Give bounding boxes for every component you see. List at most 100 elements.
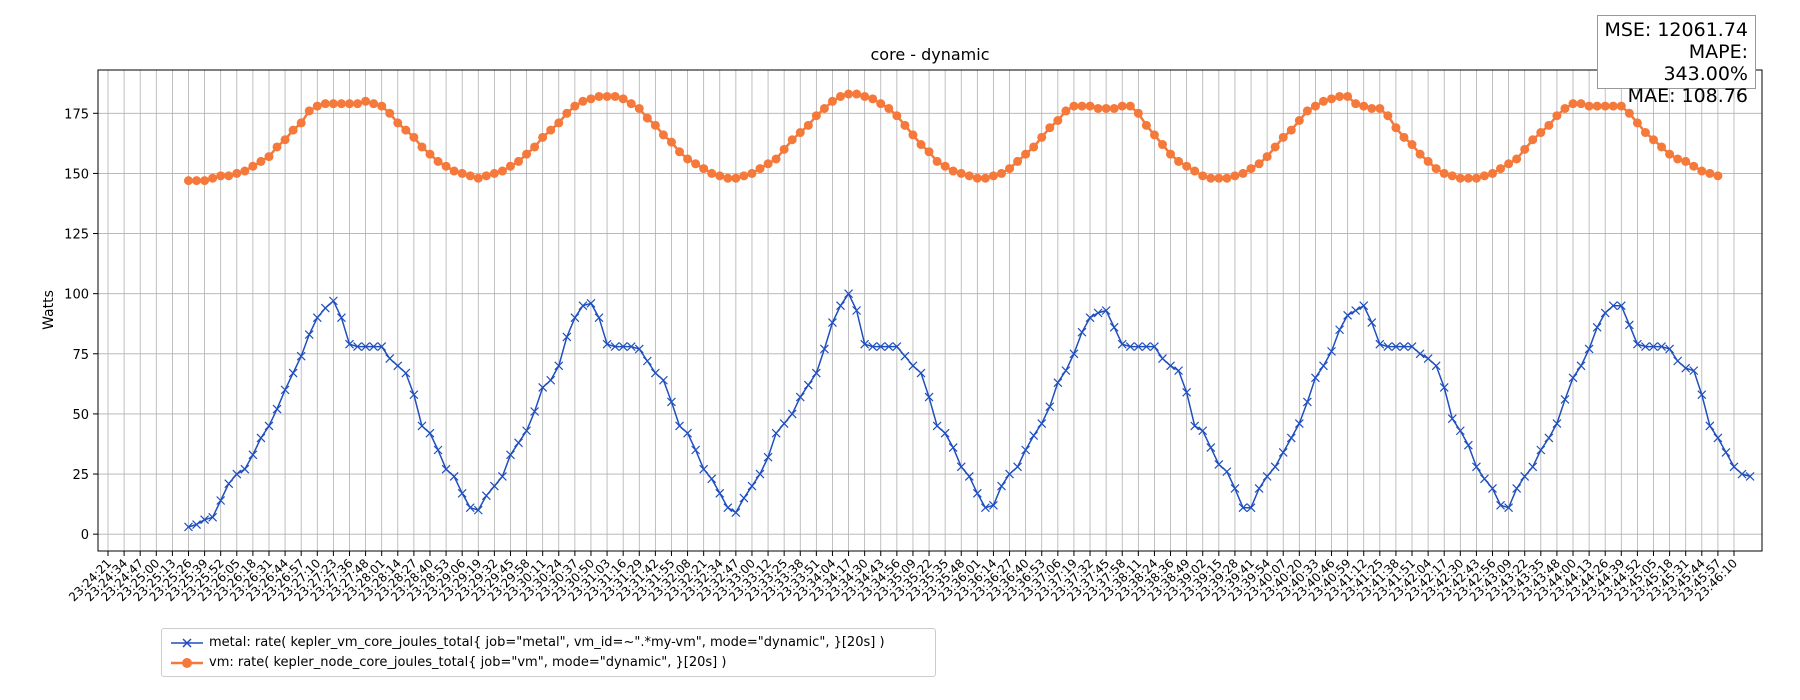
data-point-x bbox=[650, 368, 660, 378]
data-point-circle bbox=[1166, 149, 1176, 159]
data-point-x bbox=[803, 380, 813, 390]
data-point-circle bbox=[1423, 156, 1433, 166]
data-point-circle bbox=[1157, 140, 1167, 150]
data-point-circle bbox=[683, 154, 693, 164]
data-point-x bbox=[280, 385, 290, 395]
data-point-x bbox=[916, 368, 926, 378]
data-point-circle bbox=[514, 156, 524, 166]
data-point-circle bbox=[1407, 140, 1417, 150]
data-point-circle bbox=[1343, 91, 1353, 101]
data-point-circle bbox=[1302, 106, 1312, 116]
data-point-circle bbox=[618, 94, 628, 104]
data-point-x bbox=[1077, 327, 1087, 337]
data-point-circle bbox=[1463, 173, 1473, 183]
data-point-circle bbox=[908, 130, 918, 140]
data-point-circle bbox=[232, 168, 242, 178]
data-point-x bbox=[361, 342, 371, 351]
data-point-x bbox=[296, 351, 306, 361]
data-point-circle bbox=[1512, 154, 1522, 164]
legend: metal: rate( kepler_vm_core_joules_total… bbox=[161, 628, 936, 677]
data-point-x bbox=[1085, 313, 1095, 323]
data-point-circle bbox=[884, 103, 894, 113]
data-point-x bbox=[449, 472, 459, 481]
data-point-circle bbox=[562, 108, 572, 118]
data-point-circle bbox=[522, 149, 532, 159]
y-tick-label: 25 bbox=[72, 468, 89, 483]
legend-marker-circle-icon bbox=[171, 658, 203, 668]
data-point-circle bbox=[1278, 132, 1288, 142]
data-point-circle bbox=[401, 125, 411, 135]
data-point-x bbox=[1423, 354, 1433, 364]
data-point-circle bbox=[1093, 103, 1103, 113]
data-point-circle bbox=[827, 96, 837, 106]
data-point-x bbox=[1649, 342, 1658, 351]
data-point-circle bbox=[634, 103, 644, 113]
data-point-circle bbox=[248, 161, 258, 171]
y-tick-label: 50 bbox=[72, 408, 89, 423]
series-layer bbox=[183, 89, 1755, 532]
data-point-x bbox=[1262, 472, 1272, 481]
data-point-circle bbox=[1335, 91, 1345, 101]
data-point-x bbox=[1343, 310, 1353, 320]
data-point-x bbox=[739, 493, 749, 503]
data-point-x bbox=[1552, 419, 1562, 428]
data-point-circle bbox=[1431, 164, 1441, 174]
data-point-x bbox=[441, 464, 451, 474]
data-point-x bbox=[779, 419, 789, 428]
data-point-circle bbox=[1029, 142, 1039, 152]
data-point-x bbox=[972, 488, 982, 498]
mae-stat: MAE: 108.76 bbox=[1627, 85, 1748, 107]
data-point-circle bbox=[264, 152, 274, 162]
data-point-circle bbox=[1496, 164, 1506, 174]
data-point-x bbox=[1480, 474, 1489, 484]
data-point-x bbox=[1069, 349, 1079, 359]
data-point-circle bbox=[377, 101, 387, 111]
data-point-circle bbox=[1375, 103, 1385, 113]
data-point-x bbox=[1359, 301, 1369, 311]
data-point-circle bbox=[1318, 96, 1328, 106]
data-point-circle bbox=[1608, 101, 1618, 111]
data-point-x bbox=[530, 407, 540, 416]
data-point-circle bbox=[1101, 103, 1111, 113]
data-point-circle bbox=[1649, 135, 1659, 145]
data-point-x bbox=[1327, 346, 1336, 356]
data-point-x bbox=[1117, 339, 1127, 349]
data-point-circle bbox=[570, 101, 580, 111]
data-point-x bbox=[200, 515, 210, 525]
data-point-x bbox=[562, 332, 572, 342]
data-point-x bbox=[1407, 342, 1417, 351]
y-tick-label: 175 bbox=[64, 107, 89, 122]
data-point-x bbox=[312, 313, 322, 323]
data-point-x bbox=[570, 313, 580, 323]
data-point-circle bbox=[868, 94, 878, 104]
data-point-x bbox=[1125, 342, 1135, 351]
data-point-x bbox=[1093, 308, 1103, 318]
data-point-x bbox=[1415, 349, 1425, 359]
data-point-x bbox=[1624, 320, 1634, 330]
data-point-x bbox=[908, 361, 918, 371]
data-point-x bbox=[1383, 342, 1393, 351]
data-point-circle bbox=[1391, 123, 1401, 133]
data-point-x bbox=[353, 342, 362, 351]
data-point-circle bbox=[1471, 173, 1481, 183]
data-point-x bbox=[328, 296, 338, 306]
data-point-x bbox=[1238, 503, 1248, 513]
data-point-x bbox=[1206, 443, 1216, 453]
data-point-circle bbox=[1528, 135, 1538, 145]
data-point-circle bbox=[1600, 101, 1610, 111]
series-metal bbox=[184, 289, 1755, 532]
data-point-x bbox=[192, 520, 201, 529]
data-point-x bbox=[642, 356, 652, 366]
data-point-x bbox=[457, 488, 467, 498]
data-point-circle bbox=[964, 171, 974, 181]
data-point-circle bbox=[1045, 123, 1055, 133]
data-point-circle bbox=[1005, 164, 1015, 174]
data-point-x bbox=[1029, 431, 1039, 440]
data-point-circle bbox=[449, 166, 459, 176]
data-point-x bbox=[811, 368, 821, 378]
data-point-x bbox=[1101, 306, 1111, 315]
data-point-x bbox=[1657, 342, 1666, 351]
data-point-circle bbox=[1133, 108, 1143, 118]
data-point-circle bbox=[1270, 142, 1280, 152]
data-point-circle bbox=[192, 176, 202, 186]
